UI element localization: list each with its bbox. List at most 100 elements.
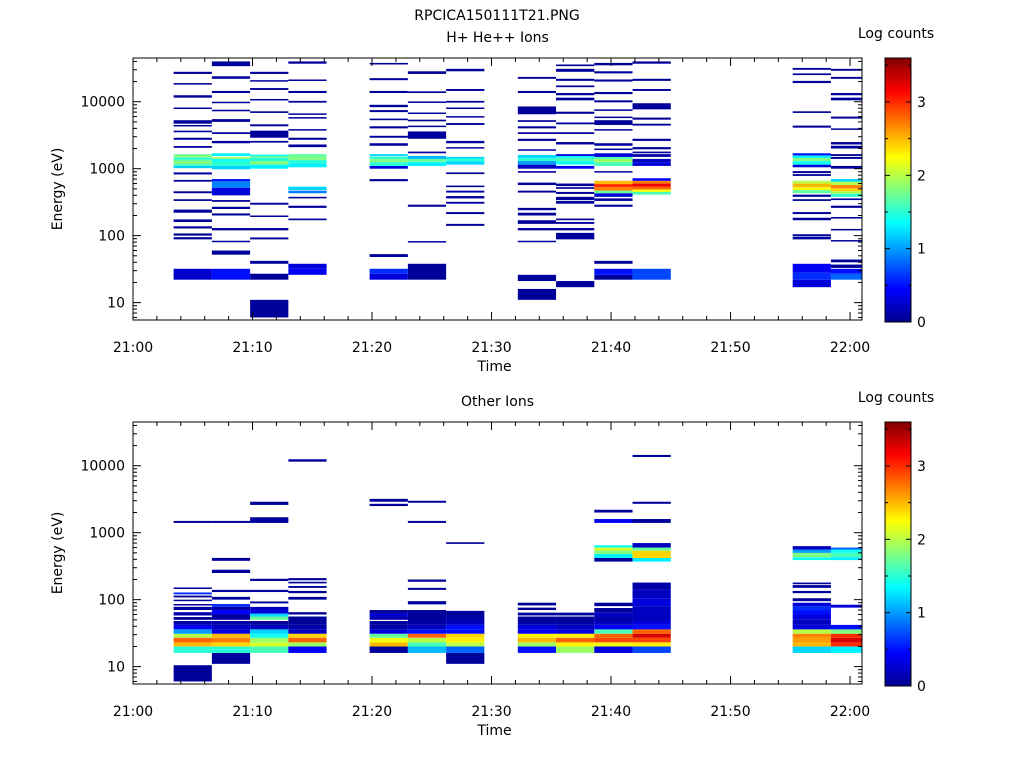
- heatmap-cell: [211, 646, 251, 653]
- heatmap-cell: [632, 103, 671, 110]
- heatmap-cell: [369, 503, 408, 507]
- heatmap-cell: [632, 117, 671, 120]
- time-column: [173, 520, 212, 682]
- heatmap-cell: [792, 624, 831, 630]
- heatmap-cell: [594, 268, 633, 275]
- heatmap-cell: [792, 646, 831, 653]
- heatmap-cell: [407, 71, 447, 74]
- heatmap-cell: [792, 263, 831, 273]
- heatmap-cell: [792, 125, 831, 128]
- heatmap-cell: [250, 616, 289, 620]
- heatmap-cell: [250, 501, 289, 505]
- heatmap-cell: [517, 616, 557, 621]
- time-column: [211, 520, 251, 664]
- heatmap-cell: [594, 71, 633, 74]
- x-tick-label: 21:40: [591, 340, 631, 356]
- heatmap-cell: [556, 200, 595, 204]
- heatmap-cell: [632, 501, 671, 504]
- heatmap-cell: [288, 144, 327, 148]
- heatmap-cell: [517, 607, 557, 611]
- heatmap-cell: [211, 268, 251, 280]
- heatmap-cells: [173, 454, 862, 682]
- heatmap-cell: [250, 202, 289, 205]
- heatmap-cell: [211, 520, 251, 523]
- heatmap-cell: [556, 132, 595, 134]
- heatmap-cell: [288, 61, 327, 64]
- heatmap-cell: [830, 179, 862, 182]
- heatmap-cell: [594, 187, 633, 191]
- heatmap-cell: [173, 163, 212, 166]
- x-axis-label: Time: [476, 359, 511, 375]
- heatmap-cell: [369, 254, 408, 257]
- heatmap-cells: [173, 61, 862, 318]
- heatmap-cell: [211, 156, 251, 159]
- heatmap-cell: [446, 642, 485, 647]
- y-axis: 10 100 1000 10000 Energy (eV): [50, 60, 862, 318]
- heatmap-cell: [556, 646, 595, 653]
- heatmap-cell: [556, 161, 595, 165]
- heatmap-cell: [173, 617, 212, 620]
- heatmap-cell: [173, 83, 212, 85]
- heatmap-cell: [556, 221, 595, 224]
- heatmap-cell: [830, 154, 862, 156]
- heatmap-cell: [517, 132, 557, 134]
- heatmap-cell: [369, 90, 408, 94]
- heatmap-cell: [792, 590, 831, 594]
- heatmap-cell: [211, 610, 251, 615]
- heatmap-cell: [792, 602, 831, 607]
- heatmap-cell: [288, 621, 327, 625]
- heatmap-cell: [407, 520, 447, 523]
- heatmap-cell: [632, 621, 671, 625]
- x-tick-label: 21:50: [710, 340, 750, 356]
- heatmap-cell: [556, 281, 595, 288]
- heatmap-cell: [173, 268, 212, 280]
- heatmap-cell: [407, 112, 447, 115]
- heatmap-cell: [556, 97, 595, 101]
- heatmap-cell: [369, 498, 408, 502]
- heatmap-cell: [830, 142, 862, 145]
- heatmap-cell: [556, 155, 595, 158]
- heatmap-cell: [632, 642, 671, 647]
- y-tick-label: 100: [98, 593, 125, 609]
- heatmap-cell: [594, 158, 633, 163]
- heatmap-cell: [792, 111, 831, 113]
- heatmap-cell: [250, 237, 289, 240]
- heatmap-cell: [517, 76, 557, 79]
- heatmap-cell: [830, 259, 862, 263]
- heatmap-cell: [830, 268, 862, 274]
- heatmap-cell: [250, 130, 289, 138]
- heatmap-cell: [288, 186, 327, 191]
- colorbar-label: Log counts: [858, 390, 934, 406]
- heatmap-cell: [250, 260, 289, 264]
- time-column: [556, 64, 595, 288]
- heatmap-cell: [369, 156, 408, 159]
- heatmap-cell: [211, 589, 251, 593]
- heatmap-cell: [288, 642, 327, 647]
- heatmap-cell: [632, 189, 671, 192]
- heatmap-cell: [250, 88, 289, 90]
- heatmap-cell: [250, 215, 289, 217]
- heatmap-cell: [407, 151, 447, 154]
- heatmap-cell: [446, 212, 485, 215]
- x-axis-label: Time: [476, 723, 511, 739]
- heatmap-cell: [792, 161, 831, 165]
- heatmap-cell: [517, 612, 557, 616]
- heatmap-cell: [369, 642, 408, 647]
- heatmap-cell: [407, 500, 447, 503]
- heatmap-cell: [407, 629, 447, 634]
- heatmap-cell: [407, 91, 447, 94]
- heatmap-cell: [632, 162, 671, 166]
- heatmap-cell: [407, 119, 447, 122]
- heatmap-cell: [407, 616, 447, 621]
- heatmap-cell: [517, 288, 557, 300]
- heatmap-cell: [288, 156, 327, 160]
- heatmap-cell: [173, 606, 212, 611]
- time-column: [288, 459, 327, 653]
- heatmap-cell: [369, 143, 408, 146]
- heatmap-cell: [556, 642, 595, 647]
- heatmap-cell: [407, 155, 447, 159]
- heatmap-cell: [632, 543, 671, 548]
- heatmap-cell: [369, 610, 408, 614]
- heatmap-cell: [407, 601, 447, 605]
- heatmap-cell: [288, 581, 327, 584]
